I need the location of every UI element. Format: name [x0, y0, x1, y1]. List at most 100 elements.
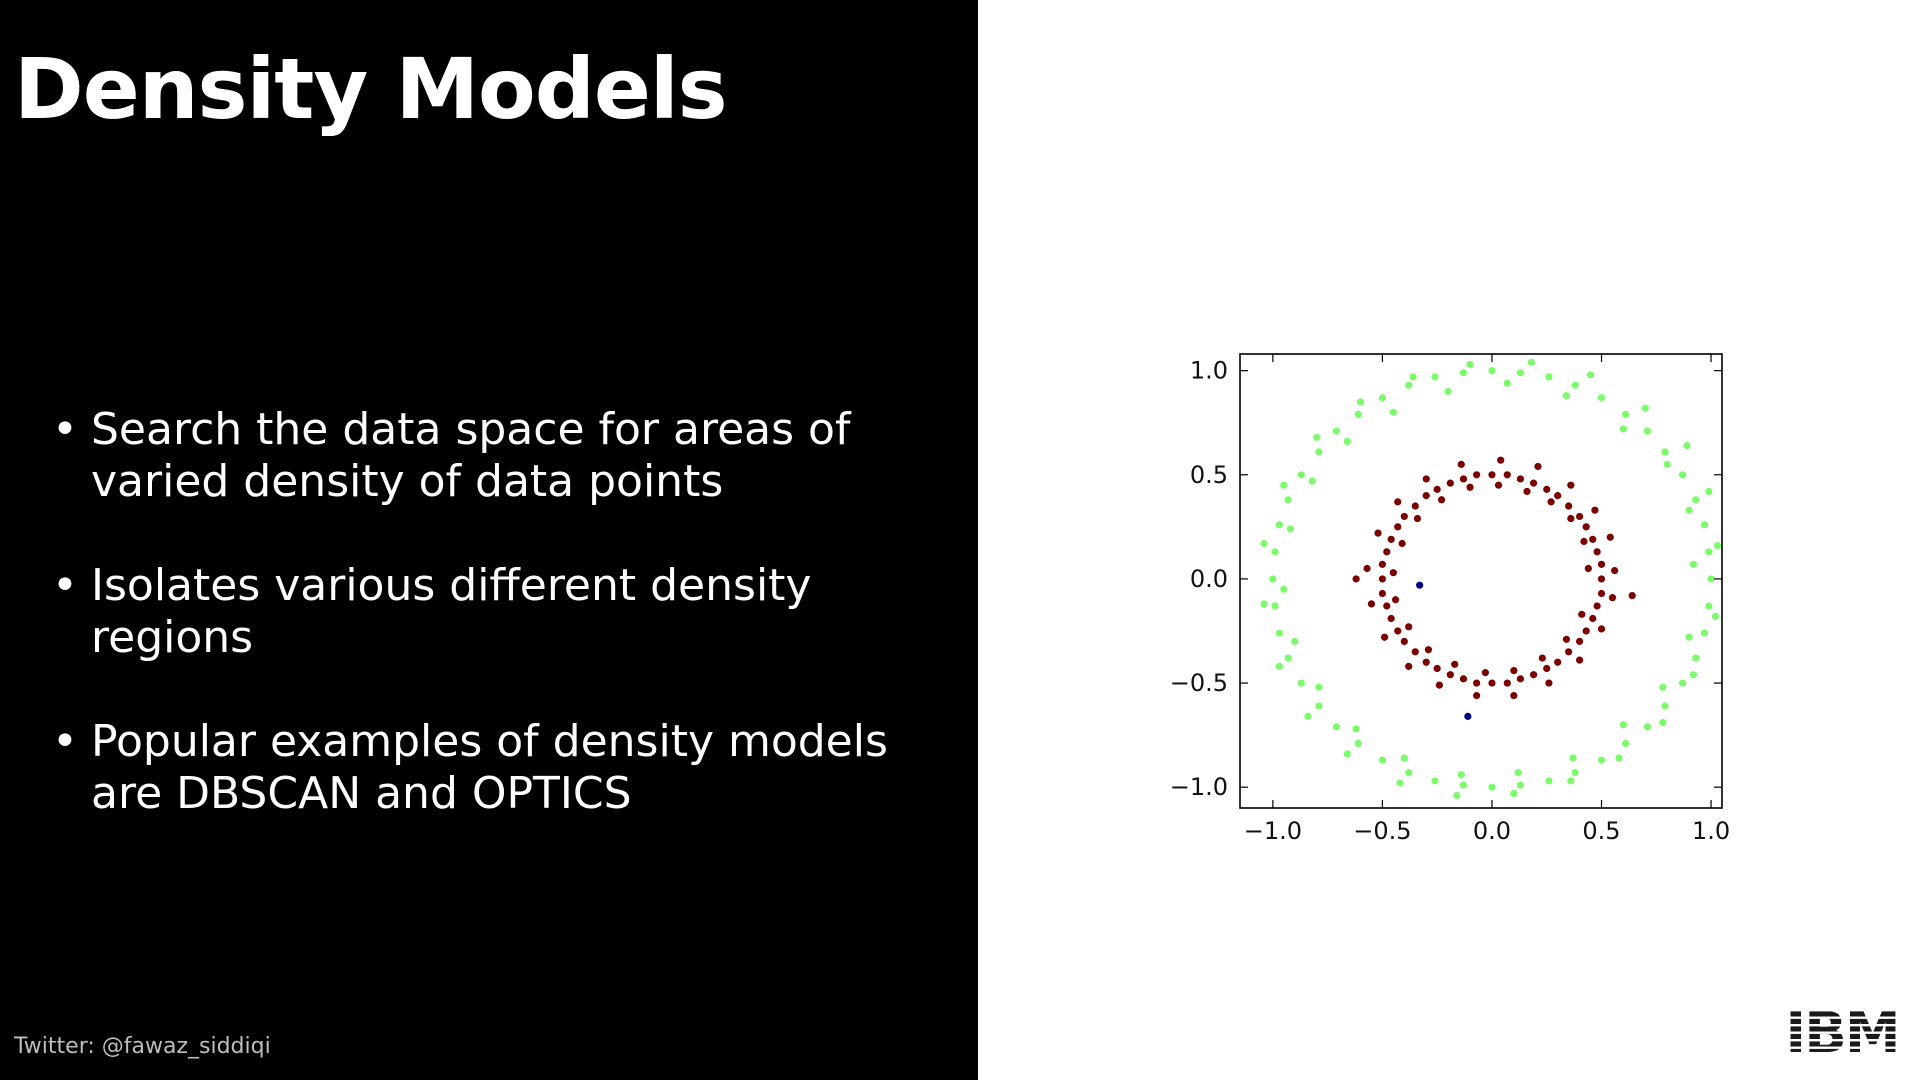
- data-point: [1304, 712, 1312, 720]
- data-point: [1663, 460, 1671, 468]
- data-point: [1543, 485, 1551, 493]
- data-point: [1308, 477, 1316, 485]
- data-point: [1435, 681, 1443, 689]
- data-point: [1394, 498, 1402, 506]
- data-point: [1575, 637, 1584, 645]
- data-point: [1705, 487, 1713, 496]
- data-point: [1466, 483, 1474, 491]
- y-tick-label: −1.0: [1170, 773, 1228, 801]
- data-point: [1527, 358, 1535, 366]
- data-point: [1545, 679, 1553, 687]
- plot-frame: [1239, 353, 1723, 809]
- data-point: [1567, 777, 1575, 785]
- data-point: [1545, 777, 1553, 785]
- ibm-logo-icon: IBM: [1785, 1001, 1900, 1066]
- data-point: [1516, 781, 1525, 789]
- left-panel: Density Models • Search the data space f…: [0, 0, 978, 1080]
- data-point: [1503, 471, 1511, 479]
- data-point: [1714, 541, 1722, 550]
- data-point: [1394, 627, 1402, 635]
- data-point: [1569, 754, 1577, 762]
- x-tick-label: 0.5: [1582, 817, 1620, 845]
- data-point: [1354, 410, 1362, 418]
- data-point: [1678, 471, 1687, 479]
- x-tick-label: −0.5: [1353, 817, 1411, 845]
- data-point: [1554, 658, 1562, 666]
- data-point: [1700, 521, 1709, 529]
- data-point: [1394, 523, 1402, 531]
- data-point: [1608, 594, 1617, 602]
- data-point: [1481, 669, 1489, 677]
- data-point: [1315, 683, 1323, 691]
- data-point: [1516, 369, 1525, 377]
- data-point: [1457, 771, 1465, 779]
- data-point: [1597, 589, 1606, 598]
- data-point: [1411, 502, 1419, 510]
- data-point: [1275, 629, 1284, 637]
- data-point: [1641, 404, 1649, 412]
- data-point: [1391, 596, 1400, 604]
- data-point: [1437, 496, 1446, 504]
- data-point: [1538, 654, 1546, 662]
- data-point: [1661, 448, 1669, 456]
- data-point: [1389, 408, 1397, 416]
- data-point: [1286, 525, 1294, 533]
- data-point: [1315, 702, 1323, 710]
- data-point: [1700, 629, 1709, 637]
- x-tick-label: −1.0: [1244, 817, 1302, 845]
- data-point: [1689, 560, 1698, 568]
- data-point: [1591, 506, 1599, 514]
- data-point: [1424, 646, 1433, 654]
- scatter-chart: −1.0 −0.5 0.0 0.5 1.0 −1.0 −0.5 0.0 0.5 1.0: [1150, 330, 1750, 870]
- data-point: [1578, 610, 1586, 618]
- data-point: [1575, 512, 1584, 521]
- data-point: [1473, 691, 1481, 700]
- data-point: [1488, 783, 1496, 791]
- data-point: [1659, 719, 1667, 727]
- data-point: [1582, 523, 1590, 531]
- bullet-marker: •: [52, 404, 78, 455]
- data-point: [1367, 600, 1376, 608]
- data-point: [1352, 575, 1360, 583]
- data-point: [1332, 723, 1340, 731]
- data-point: [1586, 371, 1595, 379]
- bullet-text-line: Isolates various different density: [91, 560, 812, 611]
- data-point: [1562, 392, 1571, 400]
- bullet-text-line: are DBSCAN and OPTICS: [91, 768, 632, 819]
- data-point: [1659, 683, 1667, 691]
- data-point: [1459, 675, 1468, 683]
- data-point: [1291, 637, 1299, 645]
- data-point: [1529, 479, 1538, 487]
- twitter-handle: Twitter: @fawaz_siddiqi: [14, 1034, 271, 1059]
- data-point: [1422, 658, 1430, 666]
- data-point: [1589, 614, 1597, 623]
- data-point: [1523, 487, 1531, 496]
- data-point: [1431, 373, 1439, 381]
- data-point: [1411, 648, 1419, 656]
- data-point: [1275, 662, 1284, 670]
- data-point: [1678, 679, 1687, 687]
- data-point: [1378, 560, 1387, 568]
- data-point: [1446, 671, 1454, 679]
- data-point: [1457, 460, 1465, 468]
- bullet-list: • Search the data space for areas of var…: [52, 404, 952, 872]
- data-point: [1661, 702, 1669, 710]
- data-point: [1567, 514, 1575, 523]
- data-point: [1565, 502, 1573, 510]
- y-tick-label: 0.0: [1190, 565, 1228, 593]
- data-point: [1597, 394, 1606, 402]
- data-point: [1378, 394, 1387, 402]
- data-point: [1488, 367, 1496, 375]
- data-point: [1398, 539, 1406, 548]
- data-point: [1473, 679, 1481, 687]
- data-point: [1593, 602, 1601, 610]
- data-point: [1580, 537, 1588, 546]
- data-point: [1409, 373, 1417, 381]
- slide-title: Density Models: [14, 40, 728, 138]
- data-point: [1711, 612, 1720, 621]
- data-point: [1459, 781, 1468, 789]
- data-point: [1516, 675, 1525, 683]
- y-tick-label: −0.5: [1170, 669, 1228, 697]
- data-point: [1534, 462, 1542, 471]
- data-point: [1405, 662, 1413, 670]
